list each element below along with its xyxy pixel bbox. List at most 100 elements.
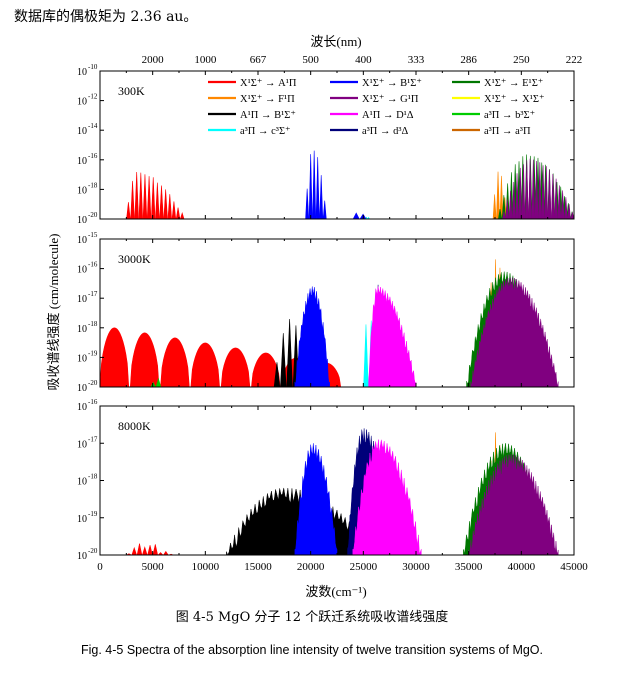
x-tick-label: 30000 [402, 561, 430, 573]
y-tick-exponent: -18 [88, 473, 98, 481]
band-X-G-line [528, 158, 532, 219]
y-tick-exponent: -10 [88, 63, 98, 71]
legend-label-X-G: X¹Σ⁺ → G¹Π [362, 94, 419, 105]
band-X-A-line [152, 544, 158, 555]
band-X-A-arch [129, 332, 160, 387]
band-X-F-line [496, 171, 500, 219]
y-tick-exponent: -20 [88, 211, 98, 219]
panel-data-300K [126, 150, 574, 219]
y-tick-exponent: -16 [88, 261, 98, 269]
band-X-G-line [567, 204, 571, 219]
band-X-A-line [155, 182, 160, 219]
band-A-B-line [280, 333, 287, 387]
x-tick-label: 40000 [508, 561, 536, 573]
band-X-A-line [163, 550, 169, 555]
panel-8000K: 0 5000 10000 15000 20000 25000 30000 35000 40000… [77, 398, 588, 573]
legend-label-a-b: a³Π → b³Σ⁺ [484, 110, 535, 121]
band-X-G-line [505, 199, 510, 219]
band-X-A-line [126, 202, 131, 219]
band-X-B-fill [294, 286, 330, 387]
band-X-A-line [180, 212, 185, 219]
figure-caption-en: Fig. 4-5 Spectra of the absorption line … [80, 643, 544, 657]
band-X-G-line [518, 167, 523, 219]
band-X-A-arch [190, 342, 220, 387]
x-tick-label: 25000 [350, 561, 378, 573]
x-axis-label: 波数(cm⁻¹) [305, 584, 366, 599]
band-X-G-line [525, 160, 529, 219]
y-tick-label: 10 [77, 185, 87, 196]
band-X-B-fill [294, 443, 338, 555]
band-X-G-line [531, 159, 536, 219]
band-X-G-line [512, 181, 516, 219]
y-tick-label: 10 [77, 402, 87, 413]
figure-caption-zh: 图 4-5 MgO 分子 12 个跃迁系统吸收谱线强度 [175, 610, 449, 625]
band-X-A-line [146, 176, 152, 219]
y-tick-label: 10 [77, 156, 87, 167]
band-X-G-line [508, 190, 513, 219]
top-axis-tick-label: 1000 [194, 54, 217, 66]
x-tick-label: 20000 [297, 561, 325, 573]
y-tick-exponent: -15 [88, 231, 98, 239]
top-axis-tick-label: 333 [408, 54, 425, 66]
top-axis-tick-label: 500 [302, 54, 319, 66]
band-X-B-line [308, 154, 313, 219]
y-tick-label: 10 [77, 551, 87, 562]
top-axis-tick-label: 2000 [142, 54, 165, 66]
band-X-F-line [499, 175, 504, 219]
band-X-B-line [312, 150, 317, 219]
y-tick-label: 10 [77, 294, 87, 305]
band-X-A-arch [160, 337, 190, 387]
band-X-B-line [305, 188, 310, 219]
band-X-A-line [171, 201, 177, 219]
band-X-G-line [557, 185, 562, 219]
y-tick-exponent: -20 [88, 379, 98, 387]
band-A-B-line [273, 362, 281, 387]
band-A-D-fill [368, 286, 417, 387]
y-tick-exponent: -20 [88, 547, 98, 555]
y-tick-exponent: -18 [88, 320, 98, 328]
top-axis-tick-label: 667 [250, 54, 267, 66]
y-tick-label: 10 [77, 514, 87, 525]
y-tick-exponent: -18 [88, 181, 98, 189]
x-tick-label: 35000 [455, 561, 483, 573]
band-X-A-line [151, 177, 156, 219]
band-X-A-line [175, 207, 181, 219]
top-axis-tick-label: 250 [513, 54, 530, 66]
y-tick-label: 10 [77, 67, 87, 78]
band-X-G-line [521, 164, 526, 219]
band-X-G-line [538, 162, 542, 219]
band-X-A-line [131, 546, 137, 555]
legend-label-a-c: a³Π → c³Σ⁺ [240, 126, 291, 137]
band-X-G-line [551, 174, 555, 219]
band-X-G-line [534, 161, 539, 219]
x-tick-label: 15000 [244, 561, 272, 573]
y-tick-exponent: -12 [88, 93, 98, 101]
legend-label-a-d: a³Π → d³Δ [362, 126, 409, 137]
band-a-b-line [150, 381, 156, 387]
x-tick-label: 45000 [560, 561, 588, 573]
y-tick-label: 10 [77, 383, 87, 394]
band-X-A-line [157, 552, 164, 555]
legend-label-X-B: X¹Σ⁺ → B¹Σ⁺ [362, 78, 422, 89]
band-X-A-line [138, 172, 143, 219]
band-X-B-line [322, 200, 327, 219]
band-X-A-line [147, 545, 153, 555]
band-a-c-line [363, 324, 369, 387]
y-tick-label: 10 [77, 235, 87, 246]
panel-data-8000K [125, 428, 559, 555]
band-A-D-fill [352, 439, 422, 555]
legend-label-X-A: X¹Σ⁺ → A¹Π [240, 78, 297, 89]
y-tick-exponent: -14 [88, 122, 98, 130]
legend-label-A-B: A¹Π → B¹Σ⁺ [240, 110, 296, 121]
band-X-G-line [502, 211, 506, 219]
band-X-A-line [142, 546, 148, 555]
y-tick-exponent: -17 [88, 435, 98, 443]
band-X-A-line [159, 185, 164, 219]
top-axis-label: 波长(nm) [310, 34, 361, 49]
y-tick-exponent: -19 [88, 510, 98, 518]
band-X-A-line [167, 194, 172, 219]
